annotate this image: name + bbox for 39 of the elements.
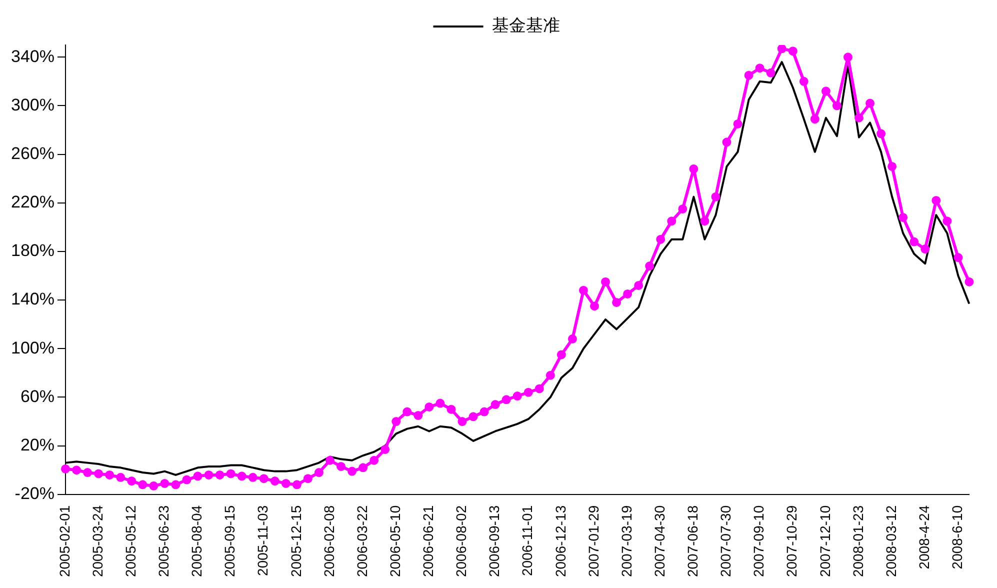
x-tick-label: 2006-11-01 xyxy=(519,505,536,576)
legend-label: 基金基准 xyxy=(492,16,560,36)
y-tick-label: 140% xyxy=(10,290,54,309)
x-tick-label: 2006-08-02 xyxy=(453,505,470,578)
x-tick-label: 2007-07-30 xyxy=(718,505,734,578)
x-tick-label: 2005-11-03 xyxy=(254,505,271,576)
x-tick-label: 2006-09-13 xyxy=(486,505,502,578)
x-tick-label: 2006-05-10 xyxy=(386,505,403,578)
y-tick-label: 340% xyxy=(10,46,54,66)
y-tick-label: -20% xyxy=(14,484,54,504)
x-tick-label: 2005-02-01 xyxy=(56,505,72,578)
x-tick-label: 2007-10-29 xyxy=(784,505,800,578)
x-tick-label: 2008-4-24 xyxy=(916,505,932,570)
y-tick-label: 300% xyxy=(10,95,54,114)
x-tick-label: 2007-12-10 xyxy=(816,505,833,578)
x-tick-label: 2008-6-10 xyxy=(949,505,966,570)
x-tick-label: 2007-04-30 xyxy=(651,505,668,578)
x-tick-label: 2006-06-21 xyxy=(420,505,436,578)
y-tick-label: 260% xyxy=(10,144,54,163)
y-tick-label: 180% xyxy=(10,241,54,260)
x-tick-label: 2006-03-22 xyxy=(354,505,370,578)
x-tick-label: 2007-09-10 xyxy=(750,505,767,578)
x-tick-label: 2006-02-08 xyxy=(320,505,337,578)
x-tick-label: 2005-05-12 xyxy=(122,505,138,578)
y-tick-label: 60% xyxy=(20,386,54,406)
x-tick-label: 2008-03-12 xyxy=(882,505,899,578)
x-tick-label: 2005-09-15 xyxy=(222,505,238,578)
x-tick-label: 2008-01-23 xyxy=(850,505,866,578)
x-tick-label: 2005-12-15 xyxy=(288,505,304,578)
y-tick-label: 100% xyxy=(10,338,54,358)
x-tick-label: 2007-01-29 xyxy=(585,505,602,578)
x-tick-label: 2007-06-18 xyxy=(684,505,701,578)
x-tick-label: 2007-03-19 xyxy=(618,505,634,578)
x-tick-label: 2005-08-04 xyxy=(188,505,205,578)
y-tick-label: 20% xyxy=(20,435,54,454)
y-tick-label: 220% xyxy=(10,192,54,212)
x-tick-label: 2005-03-24 xyxy=(89,505,106,578)
x-tick-label: 2006-12-13 xyxy=(552,505,568,578)
x-tick-label: 2005-06-23 xyxy=(156,505,172,578)
